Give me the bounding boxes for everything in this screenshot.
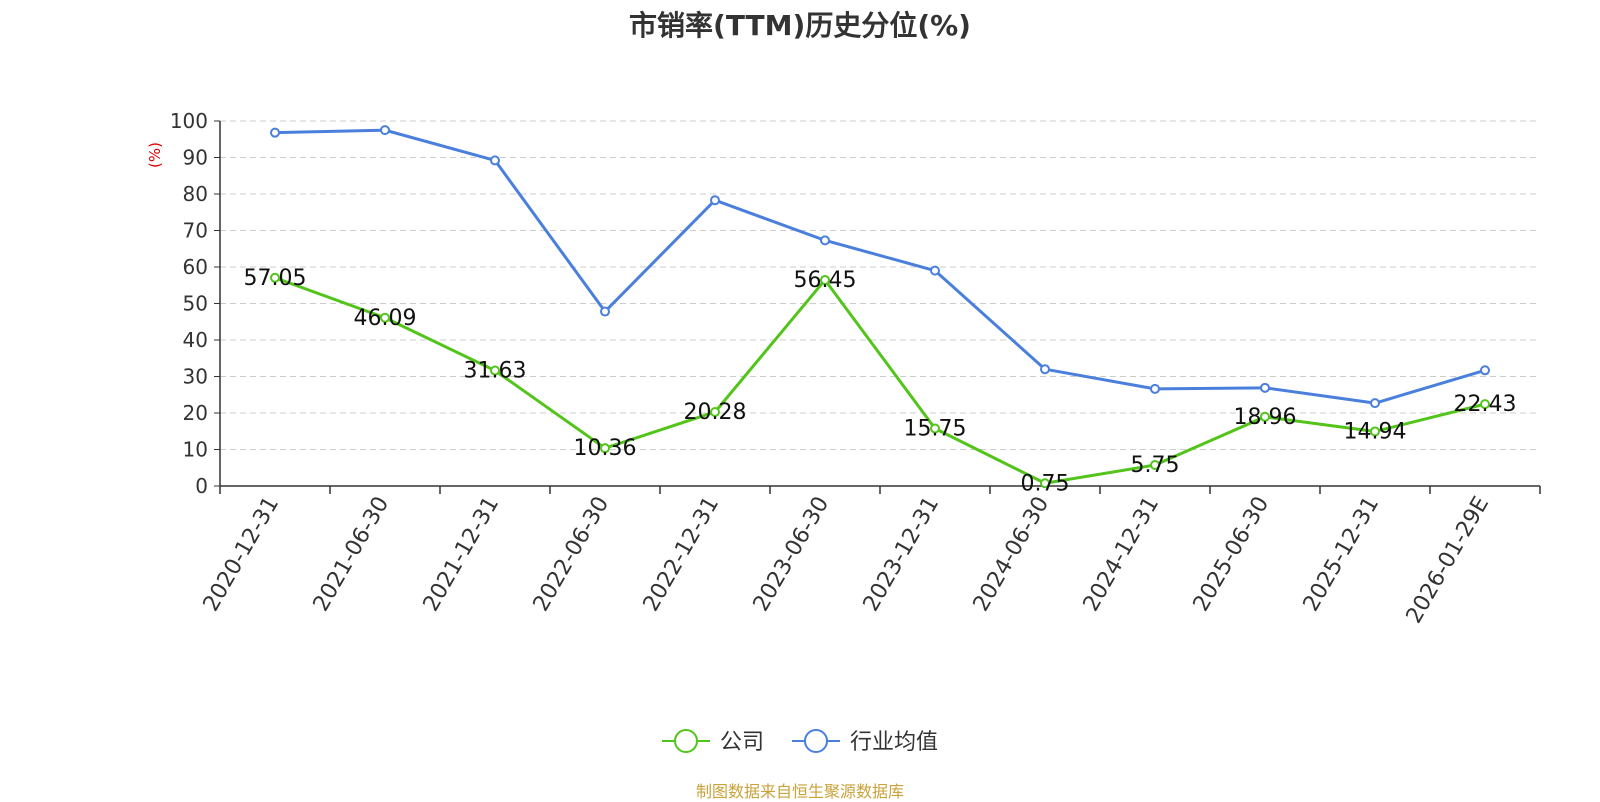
data-point-1 bbox=[1150, 383, 1160, 394]
data-point-0 bbox=[820, 274, 830, 285]
y-tick-label: 60 bbox=[183, 255, 208, 279]
axes: (%) 0 10 20 30 40 50 60 70 80 90 100 2020-12-31 2021… bbox=[146, 109, 1541, 628]
x-tick-label: 2022-12-31 bbox=[639, 493, 725, 616]
y-tick-label: 40 bbox=[183, 328, 208, 352]
series bbox=[270, 125, 1490, 489]
x-tick-label: 2021-12-31 bbox=[419, 493, 505, 616]
data-label: 57.05 bbox=[244, 266, 307, 291]
x-tick-label: 2021-06-30 bbox=[309, 493, 395, 616]
data-point-1 bbox=[1040, 364, 1050, 375]
grid-lines bbox=[220, 120, 1540, 450]
data-label: 14.94 bbox=[1344, 419, 1407, 444]
legend-item-company[interactable]: 公司 bbox=[662, 729, 764, 755]
data-label: 56.45 bbox=[794, 268, 857, 293]
data-point-0 bbox=[710, 406, 720, 417]
series-line-1 bbox=[274, 128, 1486, 405]
y-tick-label: 100 bbox=[170, 109, 208, 133]
data-point-0 bbox=[1040, 478, 1050, 489]
x-tick-label: 2020-12-31 bbox=[199, 493, 285, 616]
legend-industry-label: 行业均值 bbox=[850, 730, 938, 755]
y-axis-label: (%) bbox=[146, 142, 164, 168]
data-label: 31.63 bbox=[464, 359, 527, 384]
data-point-0 bbox=[600, 443, 610, 454]
data-label: 10.36 bbox=[574, 436, 637, 461]
y-tick-label: 0 bbox=[195, 474, 208, 498]
source-note: 制图数据来自恒生聚源数据库 bbox=[695, 782, 904, 801]
data-label: 20.28 bbox=[684, 400, 747, 425]
data-point-1 bbox=[930, 265, 940, 276]
data-point-1 bbox=[1370, 398, 1380, 409]
series-line-0 bbox=[274, 276, 1486, 485]
data-point-0 bbox=[490, 365, 500, 376]
data-point-0 bbox=[1370, 426, 1380, 437]
data-point-1 bbox=[1260, 382, 1270, 393]
y-tick-label: 10 bbox=[183, 438, 208, 462]
data-label: 15.75 bbox=[904, 417, 967, 442]
data-point-0 bbox=[380, 312, 390, 323]
y-tick-label: 90 bbox=[183, 146, 208, 170]
x-tick-label: 2023-06-30 bbox=[749, 493, 835, 616]
chart-title: 市销率(TTM)历史分位(%) bbox=[629, 9, 971, 42]
legend-industry-marker bbox=[804, 729, 828, 753]
data-point-1 bbox=[820, 235, 830, 246]
x-tick-label: 2022-06-30 bbox=[529, 493, 615, 616]
data-point-1 bbox=[600, 306, 610, 317]
data-point-0 bbox=[1480, 399, 1490, 410]
data-label: 5.75 bbox=[1131, 453, 1180, 478]
legend-company-marker bbox=[674, 729, 698, 753]
y-tick-label: 50 bbox=[183, 292, 208, 316]
x-tick-label: 2024-12-31 bbox=[1079, 493, 1165, 616]
data-point-1 bbox=[1480, 365, 1490, 376]
x-tick-label: 2025-12-31 bbox=[1299, 493, 1385, 616]
data-point-0 bbox=[1150, 460, 1160, 471]
data-point-1 bbox=[710, 195, 720, 206]
data-point-0 bbox=[270, 272, 280, 283]
x-tick-label: 2026-01-29E bbox=[1402, 493, 1495, 628]
data-point-1 bbox=[490, 155, 500, 166]
data-label: 0.75 bbox=[1021, 471, 1070, 496]
legend: 公司 行业均值 bbox=[662, 729, 938, 755]
legend-company-label: 公司 bbox=[720, 730, 764, 755]
x-tick-label: 2024-06-30 bbox=[969, 493, 1055, 616]
data-point-1 bbox=[270, 127, 280, 138]
y-tick-label: 30 bbox=[183, 365, 208, 389]
y-tick-label: 80 bbox=[183, 182, 208, 206]
x-tick-label: 2023-12-31 bbox=[859, 493, 945, 616]
data-label: 46.09 bbox=[354, 306, 417, 331]
legend-item-industry-average[interactable]: 行业均值 bbox=[792, 729, 938, 755]
data-label: 22.43 bbox=[1454, 392, 1517, 417]
y-tick-label: 20 bbox=[183, 401, 208, 425]
data-label: 18.96 bbox=[1234, 405, 1297, 430]
data-point-0 bbox=[1260, 411, 1270, 422]
data-point-1 bbox=[380, 125, 390, 136]
y-tick-label: 70 bbox=[183, 219, 208, 243]
data-point-0 bbox=[930, 423, 940, 434]
data-labels: 57.05 46.09 31.63 10.36 20.28 56.45 15.75 0.75 5… bbox=[244, 266, 1517, 496]
x-tick-label: 2025-06-30 bbox=[1189, 493, 1275, 616]
